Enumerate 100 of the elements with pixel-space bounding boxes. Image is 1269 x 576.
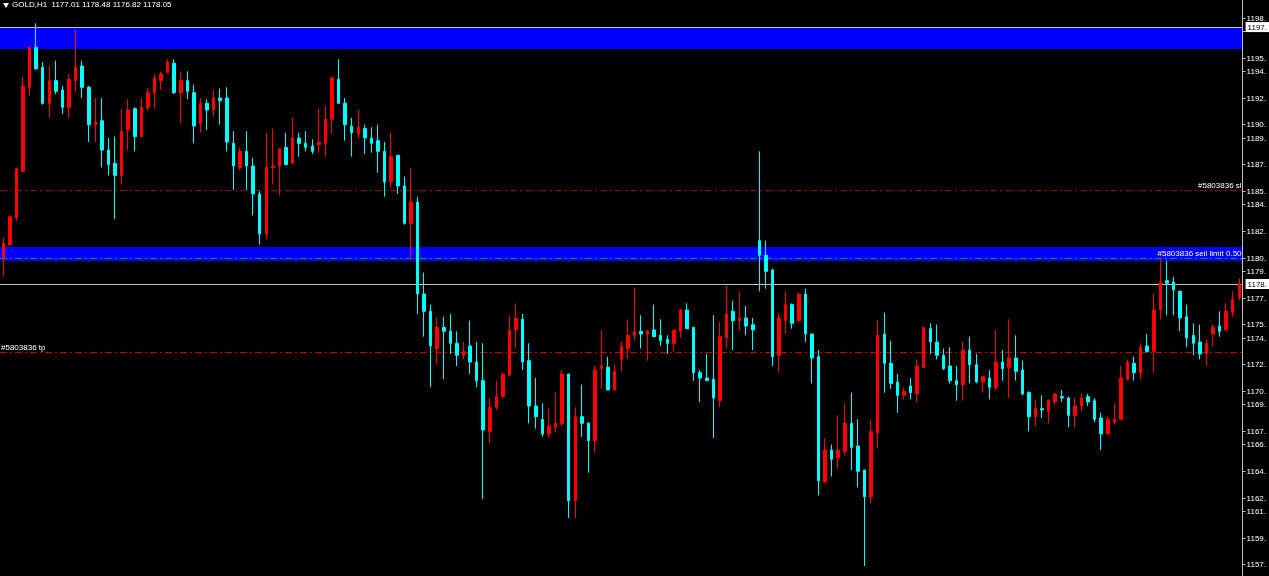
candlestick — [245, 130, 248, 191]
y-tick-label: 1159. — [1246, 533, 1267, 543]
candlestick — [140, 97, 143, 138]
candlestick — [403, 176, 406, 226]
candlestick — [475, 341, 478, 388]
y-tick-label: 1192. — [1246, 93, 1267, 103]
candlestick — [376, 124, 380, 174]
candlestick — [1185, 304, 1188, 348]
candlestick — [271, 128, 275, 186]
candlestick — [758, 150, 761, 292]
candlestick — [1053, 392, 1057, 406]
candlestick — [284, 132, 288, 166]
candlestick — [744, 305, 748, 336]
candlestick — [357, 109, 360, 139]
candlestick — [225, 86, 229, 152]
candlestick — [836, 414, 840, 470]
candlestick — [948, 346, 952, 384]
candlestick — [199, 97, 202, 134]
candlestick — [1014, 334, 1018, 382]
candlestick — [613, 364, 616, 391]
candlestick — [527, 342, 531, 424]
candlestick — [626, 318, 630, 360]
candlestick — [574, 406, 577, 519]
candlestick — [652, 304, 656, 338]
candlestick — [646, 329, 649, 362]
candlestick — [988, 369, 991, 400]
candlestick — [1132, 356, 1136, 382]
candlestick — [1159, 257, 1162, 320]
candlestick — [804, 288, 807, 343]
candlestick — [324, 105, 327, 158]
candlestick — [67, 73, 71, 119]
candlestick — [508, 314, 511, 376]
y-tick-label: 1174. — [1246, 333, 1267, 343]
candlestick — [297, 132, 301, 158]
candlestick — [449, 313, 452, 355]
ref-line-label: 1197. — [1247, 22, 1268, 32]
candlestick — [212, 89, 215, 118]
candlestick — [205, 98, 209, 131]
candlestick — [1178, 290, 1182, 332]
candlestick — [1021, 360, 1024, 396]
candlestick — [1113, 402, 1116, 426]
candlestick — [501, 372, 505, 399]
candlestick — [942, 348, 945, 371]
candlestick — [1073, 397, 1077, 428]
candlestick — [554, 392, 557, 434]
candlestick — [817, 349, 820, 496]
y-tick-label: 1195. — [1246, 53, 1267, 63]
ref-line-label: #5803836 tp — [1, 342, 47, 352]
candlestick — [521, 313, 524, 371]
candlestick — [692, 326, 695, 382]
candlestick — [1211, 324, 1215, 347]
candlestick — [1198, 324, 1202, 360]
candlestick — [915, 358, 919, 403]
y-tick-label: 1185. — [1246, 186, 1267, 196]
ref-line-label: #5803836 sell limit 0.50 — [1157, 248, 1243, 258]
candlestick — [725, 285, 728, 350]
candlestick — [705, 353, 709, 382]
candlestick — [343, 97, 347, 142]
candlestick — [126, 98, 130, 151]
candlestick — [600, 329, 603, 390]
candlestick — [1205, 338, 1208, 367]
candlestick — [633, 286, 636, 342]
candlestick — [337, 58, 340, 104]
y-tick-label: 1194. — [1246, 66, 1267, 76]
candlestick — [869, 418, 873, 504]
candlestick — [311, 138, 314, 155]
candlestick — [48, 65, 51, 119]
candlestick — [1047, 398, 1050, 424]
y-tick-label: 1169. — [1246, 400, 1267, 410]
candlestick — [863, 469, 866, 567]
candlestick — [1145, 333, 1149, 354]
candlestick — [468, 320, 472, 375]
candlestick — [1080, 393, 1083, 412]
candlestick — [968, 336, 971, 384]
candlestick — [1034, 398, 1037, 427]
candlestick — [1086, 393, 1090, 407]
y-tick-label: 1172. — [1246, 360, 1267, 370]
candlestick — [922, 326, 925, 368]
candlestick — [330, 76, 334, 135]
candlestick — [304, 130, 307, 152]
candlestick — [1119, 365, 1123, 420]
candlestick — [462, 341, 465, 360]
candlestick — [435, 317, 439, 366]
candlestick — [784, 290, 787, 335]
y-tick-label: 1170. — [1246, 386, 1267, 396]
candlestick — [606, 356, 610, 391]
candlestick — [34, 22, 38, 71]
candlestick — [961, 341, 965, 402]
candlestick — [166, 58, 169, 74]
candlestick — [251, 157, 255, 216]
candlestick — [685, 302, 689, 330]
candlestick — [396, 154, 400, 195]
candlestick — [718, 321, 722, 408]
candlestick — [883, 312, 886, 394]
candlestick — [580, 384, 584, 438]
candlestick — [856, 418, 860, 488]
y-tick-label: 1184. — [1246, 200, 1267, 210]
candlestick — [488, 397, 492, 444]
candlestick — [679, 308, 682, 339]
y-tick-label: 1187. — [1246, 160, 1267, 170]
